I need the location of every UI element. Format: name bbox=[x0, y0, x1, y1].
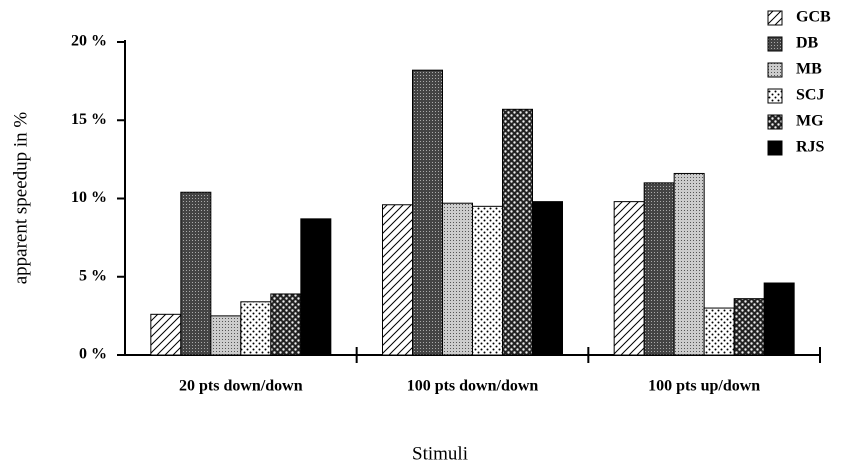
y-tick-label: 20 % bbox=[71, 33, 107, 50]
bar bbox=[532, 201, 563, 356]
legend-label: GCB bbox=[796, 9, 831, 26]
legend-swatch bbox=[767, 36, 783, 52]
legend-swatch bbox=[767, 62, 783, 78]
x-axis-title: Stimuli bbox=[412, 443, 468, 464]
y-tick-label: 0 % bbox=[79, 346, 107, 363]
bar bbox=[703, 307, 735, 356]
legend-label: RJS bbox=[796, 139, 825, 156]
bar bbox=[613, 201, 645, 356]
x-tick-label: 20 pts down/down bbox=[179, 378, 303, 395]
bar bbox=[442, 202, 473, 356]
legend-swatch bbox=[767, 140, 783, 156]
x-tick-label: 100 pts up/down bbox=[648, 378, 760, 395]
bar bbox=[180, 191, 212, 356]
bar bbox=[673, 172, 705, 356]
legend-label: MB bbox=[796, 61, 822, 78]
legend-label: DB bbox=[796, 35, 819, 52]
x-tick-label: 100 pts down/down bbox=[407, 378, 539, 395]
bar bbox=[270, 293, 302, 356]
bar bbox=[733, 298, 765, 356]
legend-swatch bbox=[767, 114, 783, 130]
legend-label: MG bbox=[796, 113, 824, 130]
bar bbox=[412, 69, 443, 356]
bar bbox=[240, 301, 272, 356]
y-axis-title: apparent speedup in % bbox=[10, 112, 31, 285]
y-tick-label: 10 % bbox=[71, 189, 107, 206]
y-tick-label: 15 % bbox=[71, 111, 107, 128]
bar bbox=[643, 182, 675, 356]
bar bbox=[502, 108, 533, 356]
bar bbox=[300, 218, 332, 356]
legend-label: SCJ bbox=[796, 87, 824, 104]
bar bbox=[763, 282, 795, 356]
bar bbox=[210, 315, 242, 356]
y-tick-label: 5 % bbox=[79, 267, 107, 284]
bar bbox=[472, 205, 503, 356]
legend-swatch bbox=[767, 10, 783, 26]
legend-swatch bbox=[767, 88, 783, 104]
bar bbox=[150, 313, 182, 356]
bar bbox=[382, 204, 413, 356]
